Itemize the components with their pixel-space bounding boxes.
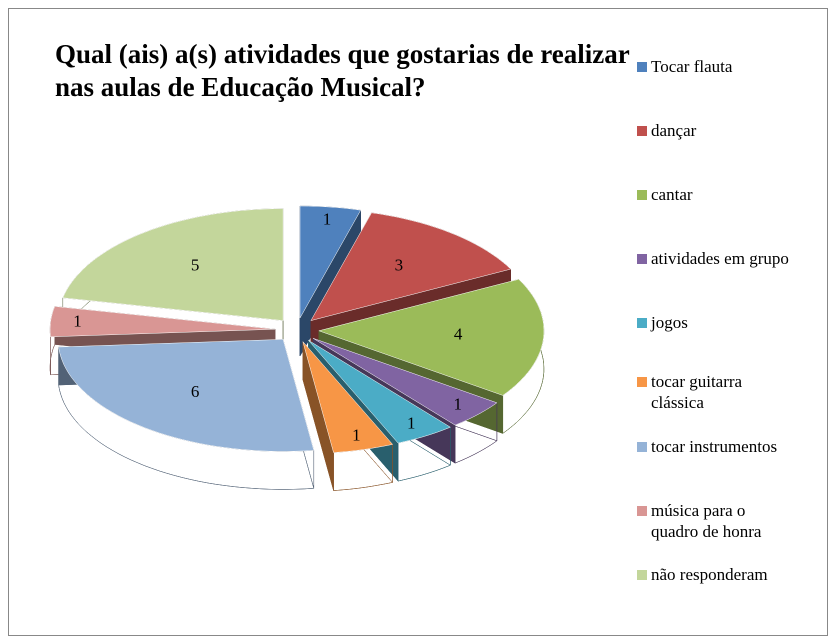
legend-swatch <box>637 254 647 264</box>
legend-label: jogos <box>651 313 688 332</box>
data-label: 5 <box>191 256 200 275</box>
legend-swatch <box>637 377 647 387</box>
legend-item: dançar <box>637 120 811 141</box>
slice <box>310 212 512 321</box>
legend-label: tocar guitarra clássica <box>651 372 743 412</box>
data-label: 1 <box>407 413 416 432</box>
legend-item: atividades em grupo <box>637 248 811 269</box>
data-label: 6 <box>191 382 200 401</box>
slice <box>299 205 362 319</box>
data-label: 3 <box>395 256 404 275</box>
legend-label: música para o quadro de honra <box>651 501 762 541</box>
legend-item: tocar guitarra clássica <box>637 371 771 413</box>
data-label: 1 <box>454 394 463 413</box>
data-label: 1 <box>323 209 332 228</box>
data-label: 1 <box>352 425 361 444</box>
slice <box>308 340 451 444</box>
legend-swatch <box>637 318 647 328</box>
slice <box>58 339 315 452</box>
legend-label: dançar <box>651 121 697 140</box>
legend-swatch <box>637 442 647 452</box>
legend-swatch <box>637 190 647 200</box>
chart-frame <box>8 8 828 636</box>
legend-label: cantar <box>651 185 693 204</box>
data-label: 4 <box>454 324 463 343</box>
legend-swatch <box>637 126 647 136</box>
legend-label: não responderam <box>651 565 768 584</box>
chart-title: Qual (ais) a(s) atividades que gostarias… <box>55 39 630 102</box>
slice <box>62 208 284 321</box>
legend-item: tocar instrumentos <box>637 436 811 457</box>
legend-swatch <box>637 570 647 580</box>
slice <box>312 338 498 426</box>
legend-item: jogos <box>637 312 811 333</box>
data-label: 1 <box>73 311 82 330</box>
legend-item: Tocar flauta <box>637 56 811 77</box>
legend-label: tocar instrumentos <box>651 437 778 456</box>
slice <box>49 306 276 338</box>
legend-item: cantar <box>637 184 811 205</box>
legend-swatch <box>637 506 647 516</box>
legend-swatch <box>637 62 647 72</box>
slice <box>302 341 394 453</box>
legend-item: música para o quadro de honra <box>637 500 791 542</box>
legend-label: Tocar flauta <box>651 57 733 76</box>
legend-item: não responderam <box>637 564 811 585</box>
slice <box>318 279 545 396</box>
legend-label: atividades em grupo <box>651 249 789 268</box>
